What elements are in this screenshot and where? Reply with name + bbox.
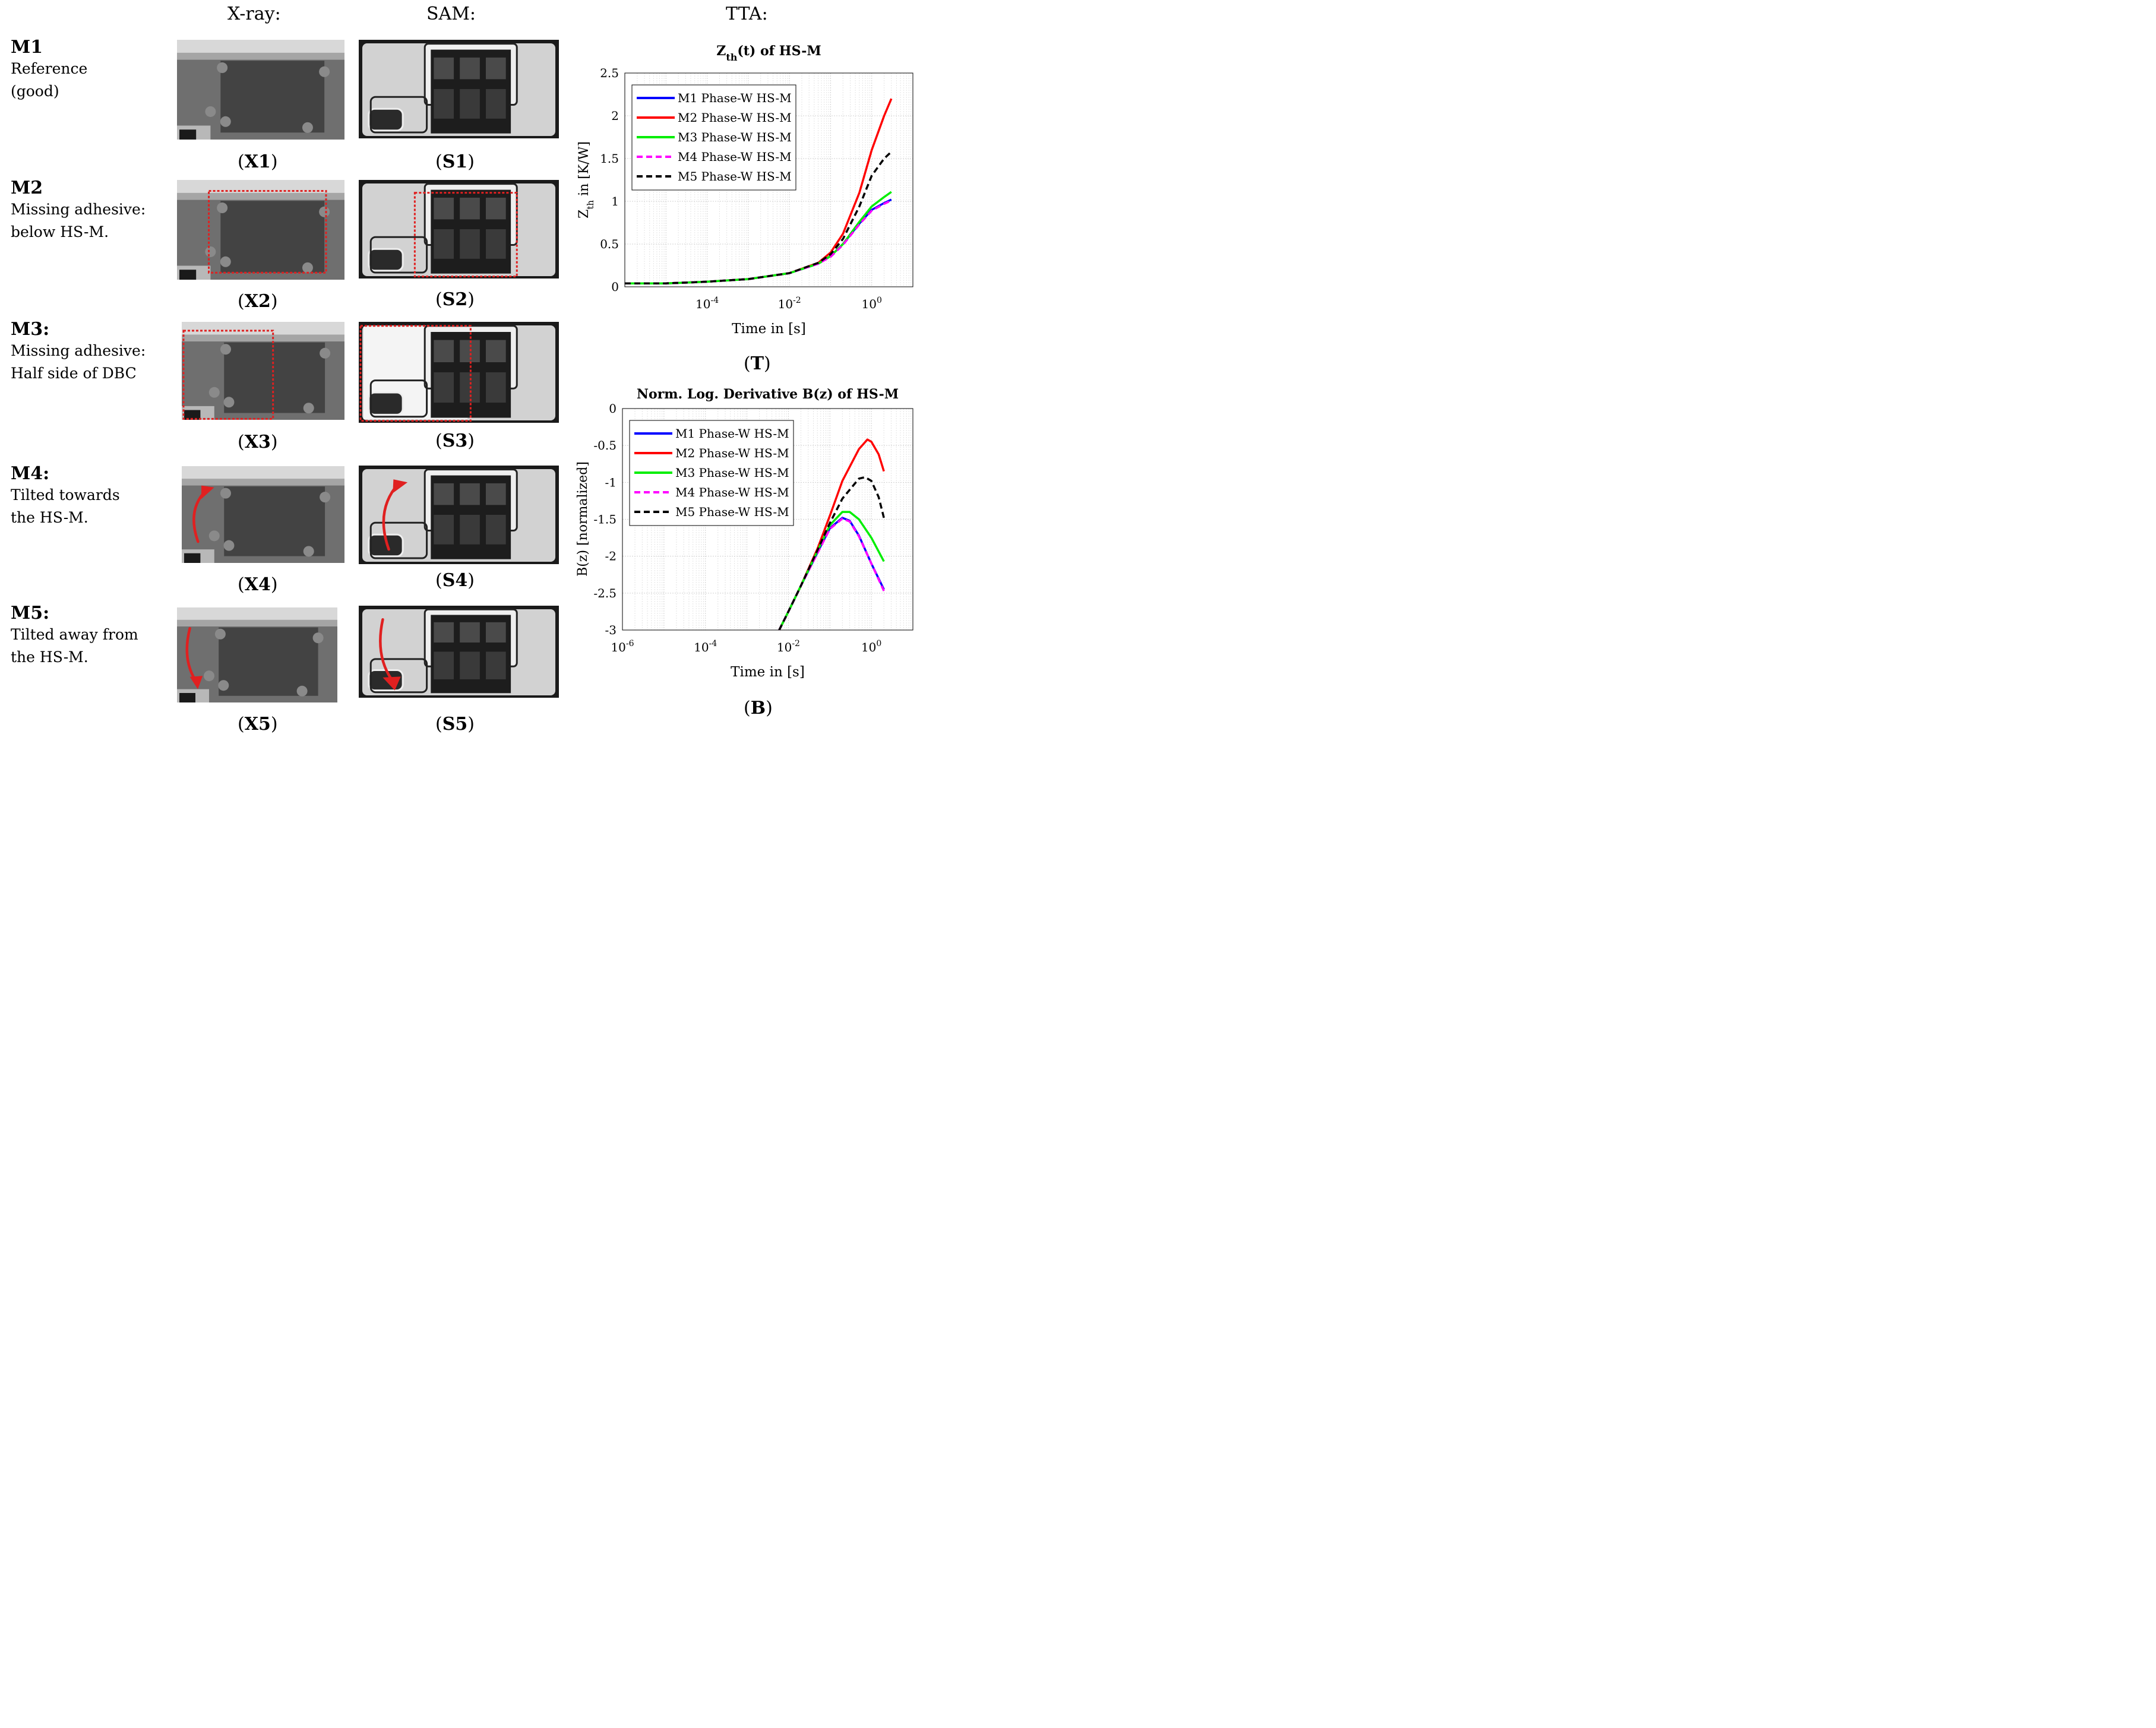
xray-image-1 [177, 40, 344, 140]
chart-legend: M1 Phase-W HS-M M2 Phase-W HS-M M3 Phase-W… [631, 84, 796, 191]
row-label-m1: M1 Reference (good) [11, 37, 87, 103]
y-tick-label: 1 [611, 194, 619, 208]
legend-entry: M4 Phase-W HS-M [675, 485, 789, 499]
y-tick-label: -1 [605, 475, 617, 489]
x-tick-label: 100 [862, 296, 882, 311]
y-axis-label: B(z) [normalized] [576, 461, 590, 577]
caption-x1: (X1) [238, 151, 278, 172]
row-desc-line: the HS-M. [11, 509, 88, 526]
legend-entry: M1 Phase-W HS-M [678, 91, 792, 105]
series-line [625, 200, 892, 284]
sam-image-2 [359, 180, 559, 278]
chart-title: Norm. Log. Derivative B(z) of HS-M [637, 387, 899, 402]
x-axis-label: Time in [s] [731, 664, 805, 680]
y-tick-label: -2.5 [593, 586, 617, 600]
caption-x2: (X2) [238, 291, 278, 312]
tilt-arrow-icon [185, 626, 203, 689]
y-tick-label: -0.5 [593, 438, 617, 452]
caption-s4: (S4) [435, 570, 475, 591]
tilt-arrow-icon [382, 479, 408, 551]
series-line [778, 476, 885, 631]
y-tick-label: -3 [605, 623, 617, 637]
y-tick-label: 2.5 [600, 66, 619, 80]
header-tta: TTA: [726, 4, 768, 24]
row-desc-line: (good) [11, 83, 59, 100]
row-desc-line: Missing adhesive: [11, 201, 146, 218]
row-name: M2 [11, 178, 43, 198]
legend-entry: M3 Phase-W HS-M [678, 130, 792, 144]
row-label-m4: M4: Tilted towards the HS-M. [11, 463, 120, 529]
y-tick-label: 0 [609, 401, 617, 416]
y-tick-label: 0 [611, 280, 619, 294]
legend-entry: M1 Phase-W HS-M [675, 426, 789, 441]
row-name: M4: [11, 463, 50, 484]
xray-image-4 [182, 466, 344, 563]
xray-image-2 [177, 180, 344, 280]
caption-x5: (X5) [238, 714, 278, 735]
row-label-m3: M3: Missing adhesive: Half side of DBC [11, 319, 146, 385]
panel-label-t: (T) [744, 353, 771, 374]
caption-x3: (X3) [238, 432, 278, 452]
x-tick-label: 100 [861, 639, 881, 654]
row-desc-line: Reference [11, 60, 88, 77]
caption-s3: (S3) [435, 431, 475, 451]
row-desc-line: Missing adhesive: [11, 342, 146, 359]
row-desc-line: below HS-M. [11, 223, 109, 240]
sam-image-4 [359, 466, 559, 564]
row-label-m2: M2 Missing adhesive: below HS-M. [11, 178, 146, 243]
x-tick-label: 10-6 [611, 639, 634, 654]
series-line [625, 151, 893, 284]
row-desc-line: Tilted towards [11, 486, 120, 504]
legend-entry: M4 Phase-W HS-M [678, 150, 792, 164]
y-tick-label: 1.5 [600, 151, 619, 166]
legend-entry: M3 Phase-W HS-M [675, 466, 789, 480]
row-label-m5: M5: Tilted away from the HS-M. [11, 603, 138, 669]
y-tick-label: 2 [611, 109, 619, 123]
row-desc-line: Half side of DBC [11, 365, 137, 382]
legend-entry: M2 Phase-W HS-M [678, 110, 792, 125]
xray-image-3 [182, 322, 344, 420]
legend-entry: M5 Phase-W HS-M [678, 169, 792, 183]
caption-s2: (S2) [435, 289, 475, 310]
y-tick-label: -1.5 [593, 512, 617, 527]
y-axis-label: Zth in [K/W] [577, 141, 596, 219]
sam-image-1 [359, 40, 559, 138]
row-desc-line: Tilted away from [11, 626, 138, 643]
row-name: M3: [11, 319, 50, 340]
chart-title: Zth(t) of HS-M [716, 43, 821, 63]
row-desc-line: the HS-M. [11, 648, 88, 666]
y-tick-label: 0.5 [600, 237, 619, 251]
caption-x4: (X4) [238, 574, 278, 595]
sam-image-5 [359, 606, 559, 698]
tilt-arrow-icon [379, 618, 401, 691]
sam-image-3 [359, 322, 559, 423]
header-xray: X-ray: [227, 4, 281, 24]
x-tick-label: 10-4 [694, 639, 717, 654]
x-tick-label: 10-4 [696, 296, 719, 311]
bz-chart: 0 -0.5 -1 -1.5 -2 -2.5 -3 10-6 10-4 10-2 100 M1 Pha… [576, 387, 913, 680]
tilt-arrow-icon [192, 485, 214, 543]
y-tick-label: -2 [605, 549, 617, 564]
chart-legend: M1 Phase-W HS-M M2 Phase-W HS-M M3 Phase-W… [629, 420, 794, 526]
x-tick-label: 10-2 [777, 639, 800, 654]
caption-s5: (S5) [435, 714, 475, 735]
caption-s1: (S1) [435, 151, 475, 172]
xray-image-5 [177, 607, 337, 702]
row-name: M1 [11, 37, 43, 58]
zth-chart: 0 0.5 1 1.5 2 2.5 10-4 10-2 100 M1 Phase-W HS-M M2… [577, 43, 913, 337]
x-tick-label: 10-2 [778, 296, 801, 311]
header-sam: SAM: [426, 4, 476, 24]
legend-entry: M2 Phase-W HS-M [675, 446, 789, 460]
x-axis-label: Time in [s] [732, 321, 806, 337]
row-name: M5: [11, 603, 50, 624]
panel-label-b: (B) [744, 698, 773, 719]
series-line [778, 511, 885, 631]
legend-entry: M5 Phase-W HS-M [675, 505, 789, 519]
